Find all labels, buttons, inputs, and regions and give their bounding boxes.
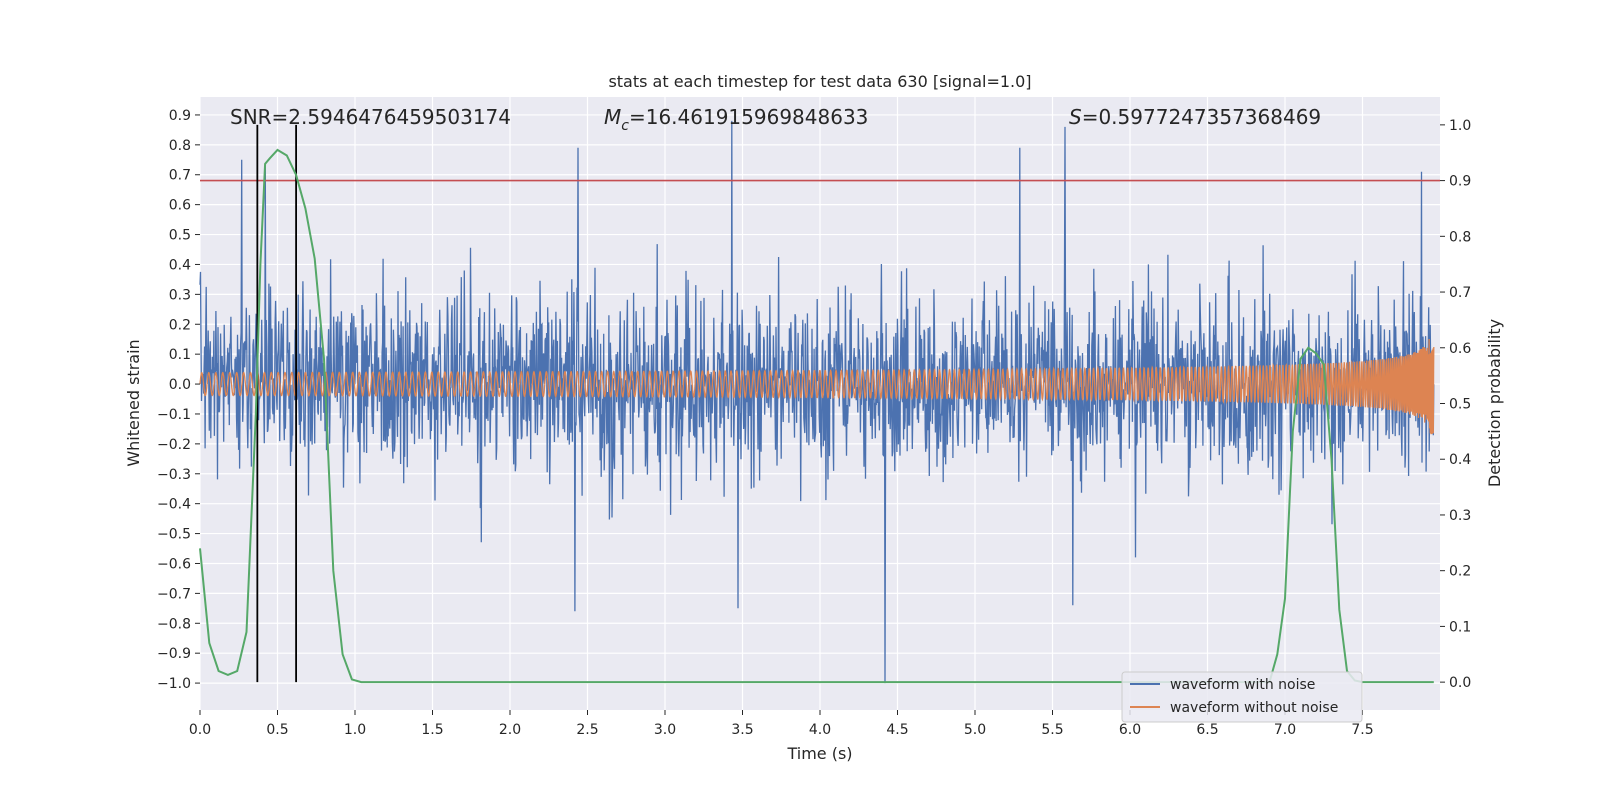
clean-waveform-line: [199, 339, 1435, 435]
y-left-tick-label: 0.6: [169, 198, 191, 214]
x-tick-label: 2.5: [576, 722, 598, 738]
x-tick-label: 0.0: [189, 722, 211, 738]
s-value: =0.5977247357368469: [1082, 105, 1321, 129]
y-left-tick-label: 0.0: [169, 377, 191, 393]
y-left-tick-label: −0.6: [157, 556, 191, 572]
y-right-tick-label: 0.8: [1449, 229, 1471, 245]
legend: waveform with noise waveform without noi…: [1121, 671, 1363, 723]
y-left-tick-label: −0.4: [157, 497, 191, 513]
y-left-tick-label: 0.9: [169, 108, 191, 124]
y-left-tick-label: 0.3: [169, 287, 191, 303]
y-right-tick-label: 0.3: [1449, 508, 1471, 524]
x-tick-label: 7.5: [1351, 722, 1373, 738]
y-right-tick-label: 0.5: [1449, 397, 1471, 413]
x-tick-label: 1.0: [344, 722, 366, 738]
y-left-tick-label: −0.8: [157, 616, 191, 632]
noise-waveform-line: [199, 120, 1435, 684]
probability-line: [199, 148, 1434, 684]
legend-box: [1121, 671, 1363, 723]
mc-subscript: c: [621, 118, 629, 134]
series-waveform-without-noise: [199, 339, 1435, 435]
x-tick-label: 6.5: [1196, 722, 1218, 738]
x-axis-label: Time (s): [786, 744, 852, 763]
y-left-tick-label: −0.1: [157, 407, 191, 423]
y-right-tick-label: 0.0: [1449, 675, 1471, 691]
tick-labels: 0.0 0.5 1.0 1.5 2.0 2.5 3.0 3.5 4.0 4.5 5.0 5.5 6.0 6…: [157, 108, 1471, 738]
y-left-tick-label: 0.4: [169, 257, 191, 273]
annotation-snr: SNR=2.5946476459503174: [230, 105, 511, 129]
y-left-tick-label: −0.7: [157, 586, 191, 602]
x-tick-label: 3.0: [654, 722, 676, 738]
legend-label-clean: waveform without noise: [1170, 700, 1338, 716]
x-tick-label: 0.5: [266, 722, 288, 738]
x-tick-label: 4.5: [886, 722, 908, 738]
x-tick-label: 5.0: [964, 722, 986, 738]
y-left-tick-label: −0.9: [157, 646, 191, 662]
y-left-tick-label: 0.2: [169, 317, 191, 333]
series-detection-probability: [199, 148, 1434, 684]
x-tick-label: 2.0: [499, 722, 521, 738]
x-tick-label: 6.0: [1119, 722, 1141, 738]
mc-symbol: M: [604, 105, 621, 129]
y-right-tick-label: 0.9: [1449, 174, 1471, 190]
annotation-mc: Mc=16.461915969848633: [604, 105, 868, 134]
y-left-tick-label: 0.1: [169, 347, 191, 363]
y-left-tick-label: −0.5: [157, 527, 191, 543]
y-right-tick-label: 0.6: [1449, 341, 1471, 357]
vertical-markers: [256, 124, 298, 683]
x-tick-label: 3.5: [731, 722, 753, 738]
y-left-tick-label: 0.5: [169, 228, 191, 244]
series-waveform-with-noise: [199, 120, 1435, 684]
y-right-tick-label: 0.4: [1449, 452, 1471, 468]
y-left-tick-label: −1.0: [157, 676, 191, 692]
x-tick-label: 1.5: [421, 722, 443, 738]
annotation-s: S=0.5977247357368469: [1069, 105, 1321, 129]
y-right-tick-label: 1.0: [1449, 118, 1471, 134]
y-right-tick-label: 0.2: [1449, 564, 1471, 580]
s-symbol: S: [1069, 105, 1082, 129]
chart-title: stats at each timestep for test data 630…: [608, 72, 1031, 91]
legend-label-noise: waveform with noise: [1170, 677, 1315, 693]
x-tick-label: 4.0: [809, 722, 831, 738]
y-right-tick-label: 0.1: [1449, 619, 1471, 635]
y-left-tick-label: −0.2: [157, 437, 191, 453]
mc-value: =16.461915969848633: [629, 105, 868, 129]
x-tick-label: 5.5: [1041, 722, 1063, 738]
y-left-tick-label: 0.8: [169, 138, 191, 154]
y-axis-label-right: Detection probability: [1485, 319, 1504, 487]
y-axis-label-left: Whitened strain: [124, 339, 143, 466]
y-right-tick-label: 0.7: [1449, 285, 1471, 301]
x-tick-label: 7.0: [1274, 722, 1296, 738]
y-left-tick-label: 0.7: [169, 168, 191, 184]
y-left-tick-label: −0.3: [157, 467, 191, 483]
